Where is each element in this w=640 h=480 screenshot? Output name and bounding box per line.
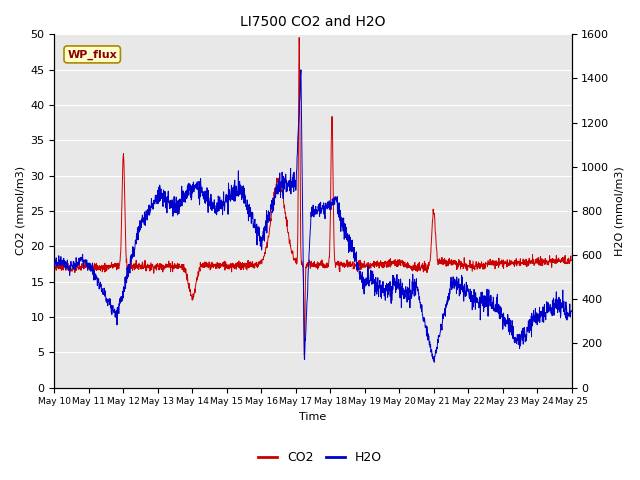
X-axis label: Time: Time [300, 412, 326, 422]
Legend: CO2, H2O: CO2, H2O [253, 446, 387, 469]
Y-axis label: H2O (mmol/m3): H2O (mmol/m3) [615, 166, 625, 256]
Title: LI7500 CO2 and H2O: LI7500 CO2 and H2O [240, 15, 386, 29]
Text: WP_flux: WP_flux [67, 49, 117, 60]
Y-axis label: CO2 (mmol/m3): CO2 (mmol/m3) [15, 167, 25, 255]
